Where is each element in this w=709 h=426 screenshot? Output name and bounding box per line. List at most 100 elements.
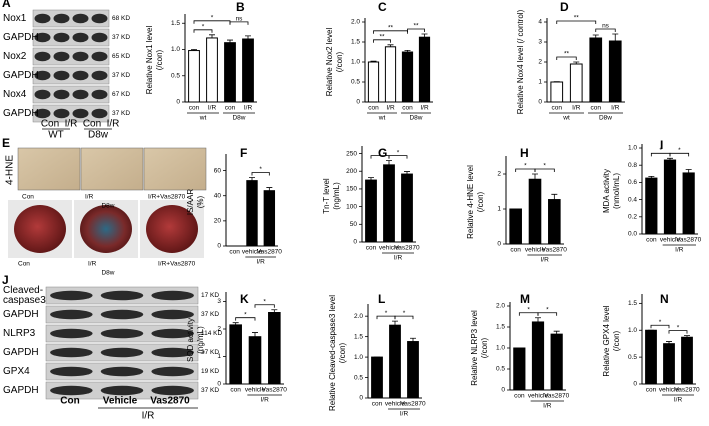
group-label: wt [562,115,570,122]
sig-bracket [388,155,408,159]
bar [407,341,419,399]
y-tick-label: 3 [217,298,221,305]
error-bar [252,332,258,337]
y-tick-label: 0.5 [354,374,363,381]
sig-bracket [668,330,688,334]
bar [589,37,603,103]
y-tick-label: 0 [633,381,637,388]
blot-row-label: GAPDH [3,108,39,119]
group-label: D8w [409,115,422,122]
y-axis-label: (ng/mL) [196,326,205,354]
sig-label: * [524,163,527,170]
y-tick-label: 0.5 [628,354,637,361]
x-tick-label: I/R [208,105,217,112]
bar [401,51,414,103]
panel-letter: C [378,0,387,14]
y-tick-label: 1.5 [496,324,505,331]
y-tick-label: 40 [214,192,222,199]
heart-image [14,205,66,253]
blot-band [100,290,144,301]
error-bar [404,50,411,52]
blot-band [50,328,93,339]
error-bar [666,341,672,344]
group-label: I/R [543,403,552,410]
y-tick-label: 1.5 [171,20,180,27]
x-tick-label: con [402,105,413,112]
sig-label: * [211,15,214,22]
y-axis-label: (/con) [480,337,489,358]
y-axis-label: MDA activity [602,169,611,213]
blot-band [151,385,194,396]
lane-label: Con [60,396,79,407]
blot-strip [32,47,110,66]
blot-row-label: GAPDH [3,309,39,320]
x-tick-label: con [225,105,236,112]
blot-row-label: caspase3 [3,295,46,306]
y-tick-label: 4 [538,19,542,26]
blot-band [151,328,194,339]
sig-label: ** [379,34,385,41]
y-tick-label: 0 [359,395,363,402]
bar [246,180,258,247]
y-axis-label: Relative NLRP3 level [470,310,479,386]
sig-bracket [669,152,690,157]
bar [371,356,383,399]
x-tick-label: con [514,393,525,400]
bar [645,177,658,235]
group-label: I/R [400,411,409,418]
error-bar [249,177,255,181]
panel-letter: J [2,273,9,287]
y-tick-label: 1 [217,353,221,360]
y-tick-label: 1.0 [628,327,637,334]
sig-label: ns [602,23,610,30]
sig-label: ** [388,25,394,32]
blot-band [34,32,51,43]
bar [681,336,693,385]
sig-label: ** [564,51,570,58]
blot-band [50,290,93,301]
error-bar [370,60,377,62]
y-tick-label: 60 [214,167,222,174]
blot-kd: 114 KD [201,330,223,337]
blot-row-label: Nox4 [3,89,27,100]
error-bar [551,193,558,200]
group-label: D8w [232,115,245,122]
y-tick-label: 0.6 [628,179,637,186]
blot-band [91,13,108,24]
sig-label: * [543,163,546,170]
error-bar [232,322,239,325]
y-tick-label: 100 [346,203,357,210]
blot-strip [32,66,110,85]
y-tick-label: 20 [214,218,222,225]
y-tick-label: 0.5 [351,79,360,86]
bar [528,178,542,245]
error-bar [553,330,560,335]
sig-label: * [546,306,549,313]
y-axis-label: (/con) [335,51,344,72]
lane-label: Con [41,119,59,130]
blot-band [100,366,144,377]
sig-bracket [373,39,391,43]
bar [645,329,657,385]
bar [608,40,622,103]
sig-bracket [254,304,275,308]
blot-row-label: GAPDH [3,70,39,81]
blot-strip [32,104,110,123]
blot-band [34,51,51,62]
blot-kd: 65 KD [112,53,130,60]
error-bar [573,61,580,64]
blot-band [100,385,144,396]
panel-letter: I [660,138,663,152]
bar [509,208,522,245]
error-bar [685,169,692,173]
x-tick-label: con [366,245,377,252]
blot-band [53,51,70,62]
sig-label: * [244,311,247,318]
x-tick-label: con [591,105,602,112]
blot-band [50,385,93,396]
lane-label: Vas2870 [150,396,190,407]
x-tick-label: vehicle [242,249,263,256]
sig-label: * [259,166,262,173]
group-label: I/R [541,257,550,264]
bar [548,199,561,245]
